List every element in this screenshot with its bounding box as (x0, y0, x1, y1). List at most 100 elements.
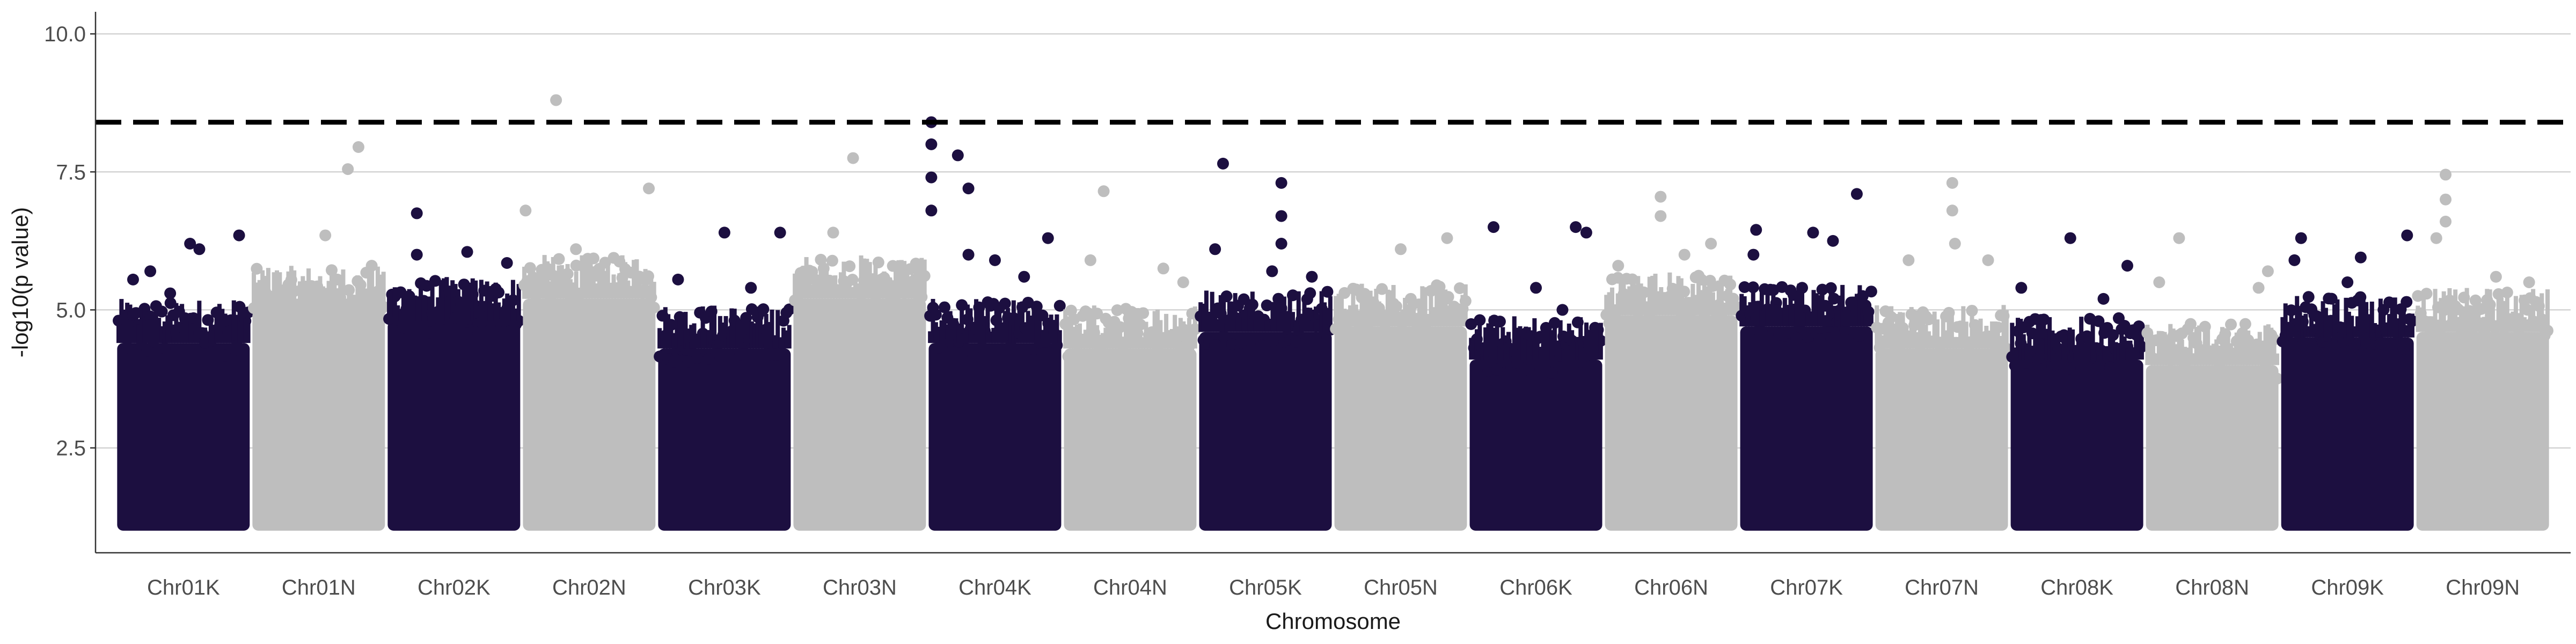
point-column (1840, 284, 1845, 327)
point-column (1932, 311, 1937, 349)
point-column (355, 275, 360, 310)
outlier-point (164, 287, 177, 299)
point (423, 326, 436, 339)
point-column (2183, 347, 2187, 365)
dense-points-Chr07N (1875, 348, 2008, 531)
point-column (911, 274, 916, 299)
point-column (755, 319, 760, 349)
point (348, 311, 361, 323)
point (1523, 364, 1535, 376)
point (1255, 339, 1267, 351)
point-column (1118, 321, 1123, 349)
point-column (738, 319, 743, 349)
point-column (1190, 332, 1195, 349)
point-column (1311, 312, 1315, 332)
point-column (617, 273, 622, 299)
point-column (1964, 321, 1968, 349)
point-column (1777, 306, 1782, 327)
outlier-point (2153, 276, 2165, 288)
point-column (1446, 313, 1451, 327)
dense-points-Chr04K (928, 343, 1062, 531)
point-column (2424, 318, 2429, 332)
point-column (1923, 324, 1928, 349)
point-column (1351, 289, 1356, 327)
point-column (508, 299, 513, 321)
point (930, 309, 942, 321)
x-tick-label-Chr05N: Chr05N (1364, 576, 1438, 599)
point (1989, 346, 2001, 358)
point (265, 313, 277, 325)
point-column (1426, 313, 1431, 327)
chromosome-group-Chr03K (654, 226, 795, 531)
outlier-point (1580, 226, 1592, 239)
point (1154, 350, 1167, 362)
point-column (505, 293, 510, 321)
point-column (931, 298, 935, 343)
point-column (1624, 290, 1629, 316)
point-column (1408, 306, 1413, 327)
point-column (2255, 345, 2259, 365)
point-column (1782, 298, 1787, 327)
point (2038, 313, 2050, 326)
point-column (2107, 328, 2112, 360)
dense-points-Chr05N (1334, 326, 1467, 531)
point (2107, 329, 2119, 341)
point-column (2001, 305, 2006, 349)
point-column (1100, 333, 1105, 349)
point-column (277, 272, 282, 310)
outlier-point (1487, 221, 1499, 233)
point (1091, 308, 1103, 320)
point-column (1621, 277, 1626, 316)
point-column (2441, 291, 2446, 332)
point-column (1052, 320, 1057, 343)
point-column (1187, 318, 1192, 349)
point-column (1078, 323, 1082, 349)
point-column (2004, 310, 2009, 349)
point (1770, 297, 1782, 309)
point-column (1129, 309, 1134, 349)
point-column (2116, 343, 2121, 360)
point-column (2312, 324, 2317, 338)
point-column (997, 310, 1001, 343)
point-column (2493, 320, 2498, 332)
point-column (2473, 299, 2478, 332)
point-column (580, 255, 584, 299)
point-column (761, 333, 766, 349)
point-column (153, 303, 158, 343)
point-column (493, 282, 498, 321)
point-column (2355, 316, 2360, 338)
point-column (706, 330, 711, 349)
x-tick-label-Chr08N: Chr08N (2175, 576, 2249, 599)
point-column (1109, 328, 1114, 349)
point-column (2021, 334, 2026, 360)
point-column (1889, 306, 1894, 349)
dense-points-Chr09K (2281, 337, 2414, 531)
point-column (2369, 302, 2374, 338)
point-column (1733, 297, 1738, 316)
chromosome-group-Chr09N (2412, 169, 2553, 531)
point (599, 257, 611, 269)
point-column (2047, 317, 2052, 360)
outlier-point (1705, 238, 1717, 250)
point (2435, 330, 2447, 342)
point-column (983, 316, 987, 343)
point-column (1846, 299, 1850, 327)
outlier-point (2440, 169, 2452, 181)
point-column (1659, 287, 1664, 316)
point-column (588, 260, 593, 299)
point-column (2476, 298, 2481, 332)
point-column (1993, 321, 1997, 349)
outlier-point (2523, 276, 2535, 288)
point-column (1440, 285, 1445, 327)
outlier-point (774, 226, 786, 239)
point (2498, 330, 2511, 342)
outlier-point (342, 163, 354, 175)
point-column (165, 315, 170, 343)
point-column (1685, 297, 1689, 316)
outlier-point (352, 141, 364, 153)
point-column (182, 328, 187, 343)
point-column (1788, 298, 1793, 327)
point-column (1609, 287, 1614, 316)
point (1937, 354, 1949, 367)
point (1474, 314, 1486, 326)
